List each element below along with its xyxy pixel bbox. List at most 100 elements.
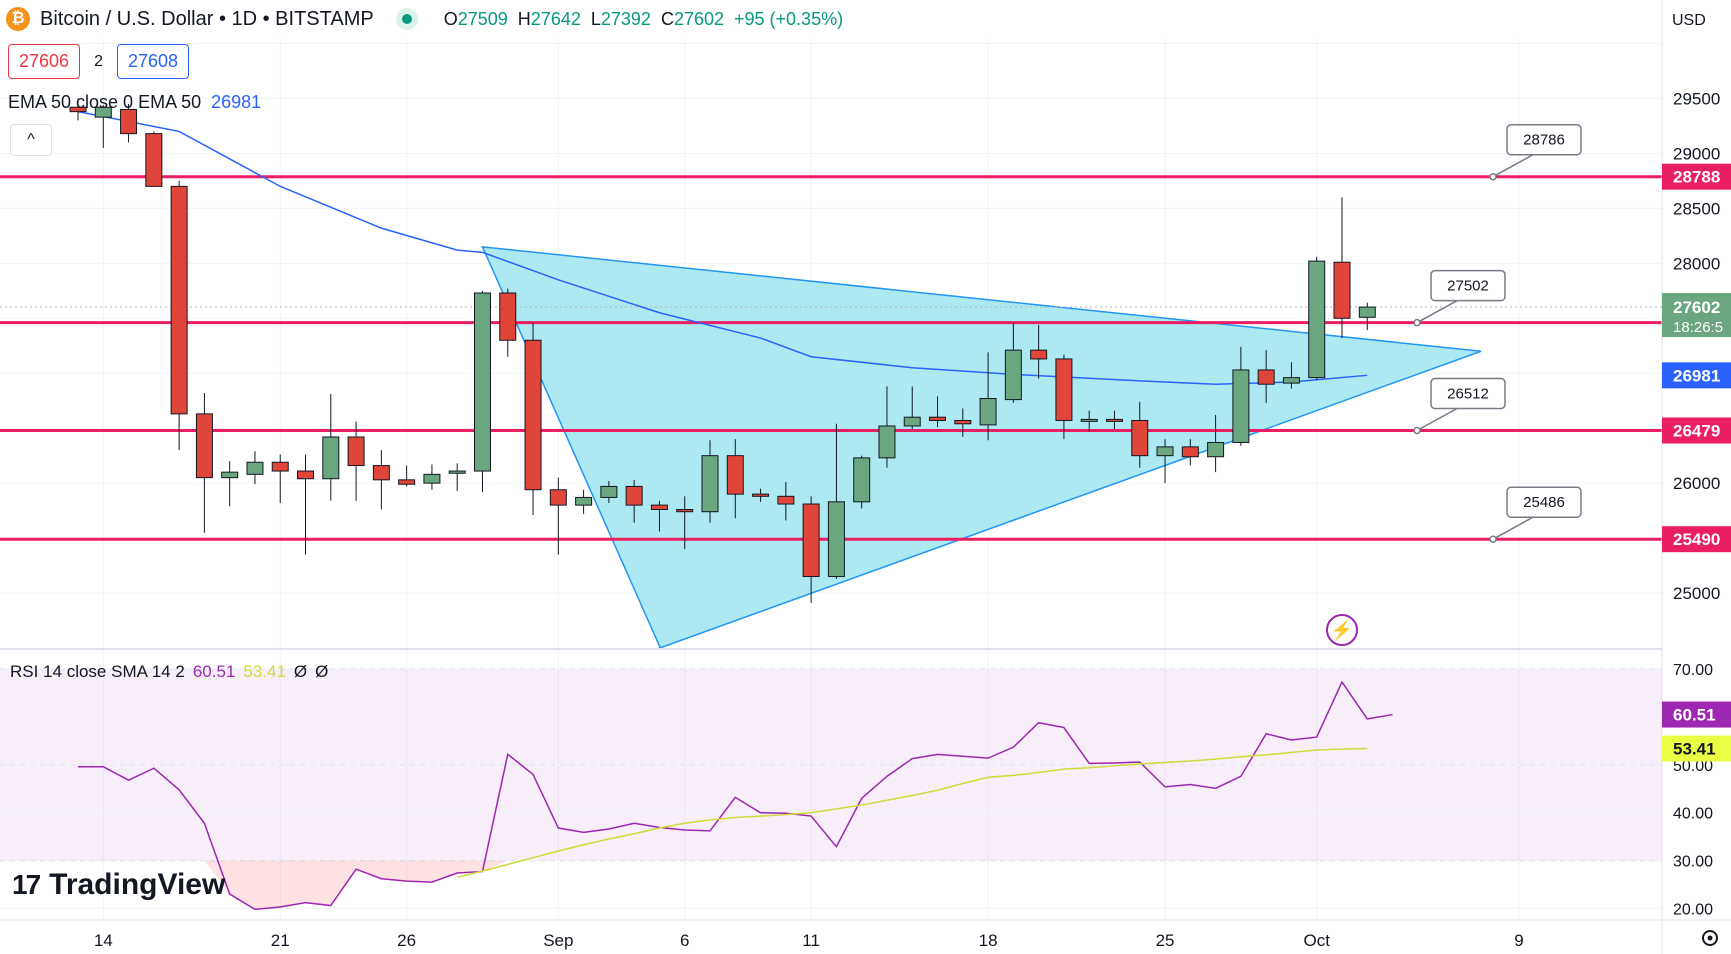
candle-22 <box>625 479 643 523</box>
candle-body <box>1308 260 1326 379</box>
candle-body <box>1105 418 1123 422</box>
candle-0 <box>69 98 87 121</box>
candle-body <box>69 106 87 113</box>
ohlc-close-key: C <box>660 8 674 29</box>
price-tick-29000: 29000 <box>1673 144 1720 163</box>
currency-selector[interactable]: USD <box>1672 12 1706 29</box>
candle-27 <box>752 488 770 502</box>
price-tick-28000: 28000 <box>1673 254 1720 273</box>
candle-body <box>575 496 593 506</box>
rsi-legend-label: RSI 14 close SMA 14 2 <box>10 662 185 681</box>
rsi-legend-value: 60.51 <box>192 662 236 681</box>
candle-25 <box>701 440 719 523</box>
candle-11 <box>347 421 365 501</box>
candle-48 <box>1282 362 1300 389</box>
candle-body <box>802 503 820 578</box>
time-tick-14: 14 <box>94 931 113 950</box>
ema-badge: 26981 <box>1673 366 1720 385</box>
time-tick-26: 26 <box>397 931 416 950</box>
rsi-tick-50.00: 50.00 <box>1673 758 1713 775</box>
candle-12 <box>372 450 390 510</box>
candle-15 <box>448 463 466 491</box>
level-note-27502: 27502 <box>1413 269 1506 327</box>
candle-7 <box>246 451 264 485</box>
candle-body <box>676 509 694 513</box>
level-note-25486: 25486 <box>1489 486 1582 543</box>
sell-button[interactable]: 27606 <box>8 44 81 79</box>
candle-body <box>726 455 744 495</box>
level-note-text: 25486 <box>1523 494 1565 511</box>
price-badge-28788-bg <box>1662 163 1731 190</box>
rsi-oversold-fill <box>204 860 508 910</box>
ohlc-close-value: 27602 <box>673 8 724 29</box>
buy-button[interactable]: 27608 <box>116 44 190 79</box>
price-badge-25490: 25490 <box>1673 530 1720 549</box>
ema-legend[interactable]: EMA 50 close 0 EMA 50 26981 <box>8 92 261 113</box>
candle-34 <box>929 396 947 428</box>
level-note-anchor <box>1413 318 1421 327</box>
candle-30 <box>827 423 845 579</box>
candle-body <box>448 470 466 474</box>
candle-35 <box>954 408 972 437</box>
level-note-anchor <box>1489 535 1497 543</box>
ema-badge-bg <box>1662 362 1731 389</box>
candle-body <box>1156 446 1174 457</box>
level-note-box <box>1430 269 1506 302</box>
candle-10 <box>322 394 340 501</box>
ohlc-low-key: L <box>590 8 601 29</box>
candle-body <box>1181 446 1199 458</box>
level-note-text: 27502 <box>1447 278 1489 295</box>
time-tick-18: 18 <box>979 931 998 950</box>
rsi-sma-badge: 53.41 <box>1673 740 1716 759</box>
collapse-legend-button[interactable]: ^ <box>10 124 52 156</box>
chart-header: ₿ Bitcoin / U.S. Dollar • 1D • BITSTAMP … <box>0 0 843 38</box>
symbol-title[interactable]: Bitcoin / U.S. Dollar • 1D • BITSTAMP <box>40 7 374 30</box>
tradingview-mark-icon: 17 <box>12 869 41 900</box>
bitcoin-logo-icon: ₿ <box>6 7 30 31</box>
candle-44 <box>1181 439 1199 466</box>
gear-ring <box>1702 930 1718 946</box>
candle-17 <box>499 288 517 357</box>
candle-body <box>777 495 795 505</box>
candle-18 <box>524 322 542 516</box>
level-note-text: 28786 <box>1523 132 1565 149</box>
price-badge-28788: 28788 <box>1673 168 1720 187</box>
lightning-icon[interactable]: ⚡ <box>1326 614 1358 646</box>
candle-3 <box>145 131 163 187</box>
level-note-box <box>1506 486 1582 518</box>
candle-2 <box>120 103 138 143</box>
candle-46 <box>1232 346 1250 446</box>
candle-body <box>221 471 239 479</box>
candle-body <box>372 465 390 481</box>
candle-body <box>524 339 542 491</box>
tradingview-logo: 17 TradingView <box>12 868 225 902</box>
rsi-tick-30.00: 30.00 <box>1673 854 1713 871</box>
ohlc-low-value: 27392 <box>600 8 651 29</box>
candle-body <box>499 292 517 341</box>
level-note-pointer <box>1416 407 1458 432</box>
candle-body <box>423 473 441 484</box>
candle-13 <box>398 465 416 487</box>
candle-8 <box>271 454 289 503</box>
rsi-tick-70.00: 70.00 <box>1673 662 1713 679</box>
candle-body <box>1232 369 1250 443</box>
candle-body <box>120 108 138 135</box>
last-price-badge: 27602 <box>1673 298 1720 317</box>
level-note-box <box>1430 377 1506 410</box>
candle-23 <box>650 500 668 532</box>
candle-26 <box>726 439 744 519</box>
candle-1 <box>94 105 112 148</box>
ohlc-high-key: H <box>517 8 531 29</box>
candle-28 <box>777 482 795 521</box>
candle-6 <box>221 461 239 507</box>
candle-49 <box>1308 256 1326 380</box>
candle-40 <box>1080 410 1098 432</box>
rsi-badge: 60.51 <box>1673 706 1716 725</box>
candle-body <box>94 106 112 118</box>
candle-38 <box>1030 324 1048 379</box>
rsi-legend[interactable]: RSI 14 close SMA 14 2 60.51 53.41 Ø Ø <box>4 660 334 684</box>
time-tick-9: 9 <box>1514 931 1523 950</box>
ema-legend-value: 26981 <box>211 92 262 112</box>
price-tick-25000: 25000 <box>1673 584 1720 603</box>
